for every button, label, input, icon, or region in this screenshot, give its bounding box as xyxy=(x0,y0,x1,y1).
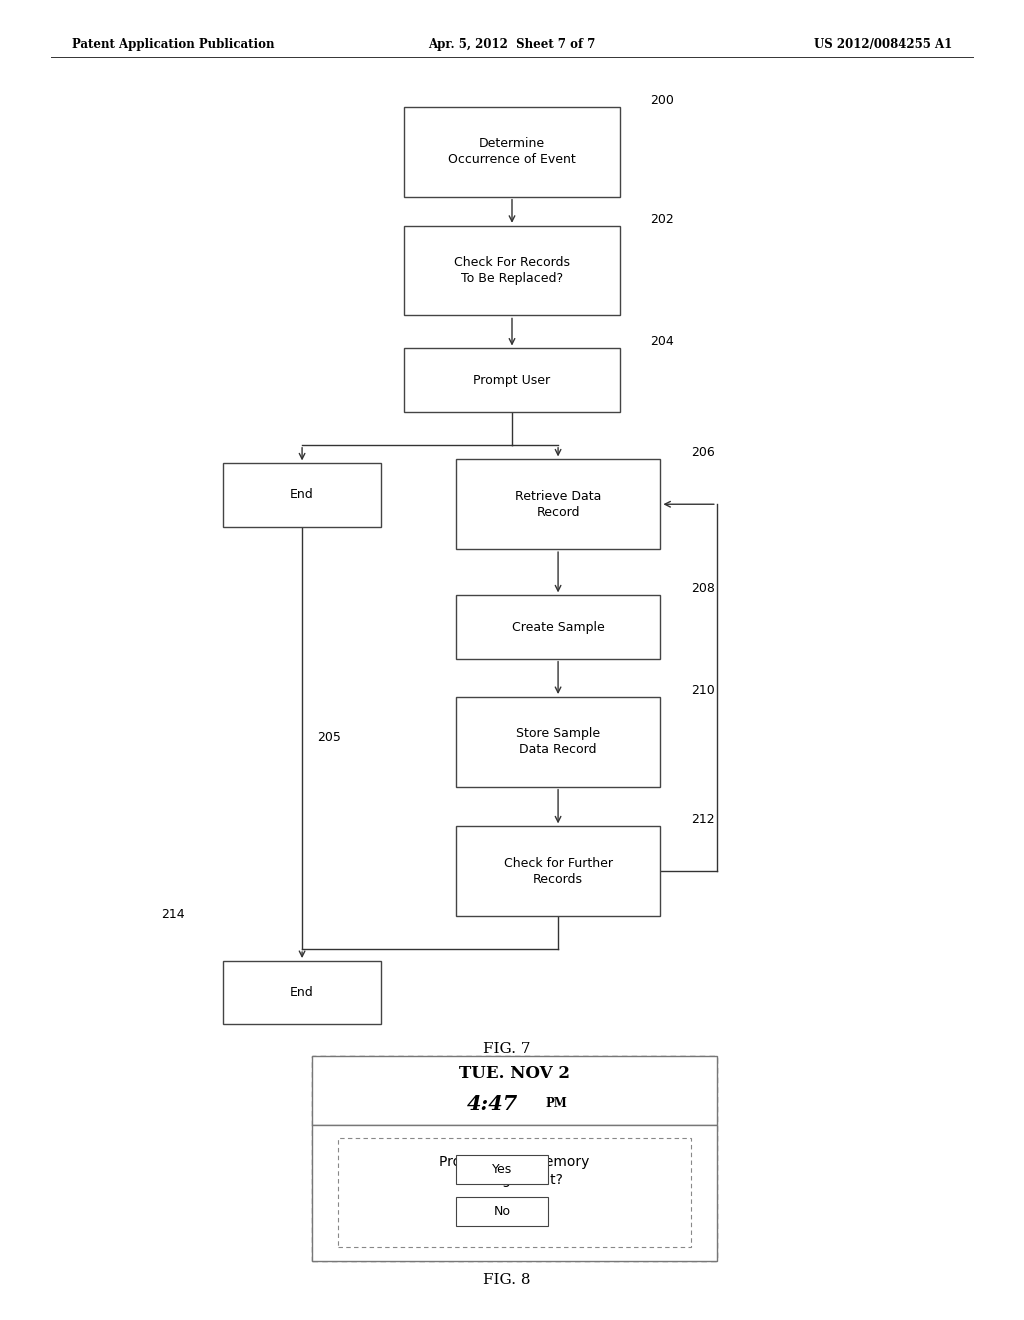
Text: Check For Records
To Be Replaced?: Check For Records To Be Replaced? xyxy=(454,256,570,285)
Bar xyxy=(222,463,381,527)
Bar xyxy=(456,826,660,916)
Text: 212: 212 xyxy=(691,813,715,826)
Bar xyxy=(312,1125,717,1261)
Text: FIG. 8: FIG. 8 xyxy=(483,1274,530,1287)
Text: Store Sample
Data Record: Store Sample Data Record xyxy=(516,727,600,756)
Bar xyxy=(456,1197,548,1226)
Text: Yes: Yes xyxy=(492,1163,512,1176)
Text: Determine
Occurrence of Event: Determine Occurrence of Event xyxy=(449,137,575,166)
Text: No: No xyxy=(494,1205,510,1218)
Text: End: End xyxy=(290,488,314,502)
Text: 205: 205 xyxy=(317,731,341,744)
Bar xyxy=(312,1056,717,1261)
Text: PM: PM xyxy=(545,1097,567,1110)
Text: End: End xyxy=(290,986,314,999)
Text: US 2012/0084255 A1: US 2012/0084255 A1 xyxy=(814,38,952,51)
Bar xyxy=(456,595,660,659)
Bar xyxy=(456,459,660,549)
Text: 202: 202 xyxy=(650,213,674,226)
Text: 206: 206 xyxy=(691,446,715,459)
Text: Retrieve Data
Record: Retrieve Data Record xyxy=(515,490,601,519)
Text: Apr. 5, 2012  Sheet 7 of 7: Apr. 5, 2012 Sheet 7 of 7 xyxy=(428,38,596,51)
Text: 208: 208 xyxy=(691,582,715,595)
Text: Patent Application Publication: Patent Application Publication xyxy=(72,38,274,51)
Text: FIG. 7: FIG. 7 xyxy=(483,1043,530,1056)
Bar xyxy=(456,697,660,787)
Text: Check for Further
Records: Check for Further Records xyxy=(504,857,612,886)
Bar xyxy=(456,1155,548,1184)
Bar xyxy=(312,1056,717,1125)
Text: 4:47: 4:47 xyxy=(466,1093,518,1114)
Text: 210: 210 xyxy=(691,684,715,697)
Text: TUE. NOV 2: TUE. NOV 2 xyxy=(459,1065,570,1081)
Text: 200: 200 xyxy=(650,94,674,107)
Text: Create Sample: Create Sample xyxy=(512,620,604,634)
Text: 214: 214 xyxy=(161,908,185,921)
Bar xyxy=(222,961,381,1024)
Text: Proceed with Memory
Management?: Proceed with Memory Management? xyxy=(439,1155,590,1187)
Bar xyxy=(338,1138,691,1247)
Bar xyxy=(404,348,620,412)
Bar xyxy=(404,107,620,197)
Text: 204: 204 xyxy=(650,335,674,348)
Bar xyxy=(404,226,620,315)
Text: Prompt User: Prompt User xyxy=(473,374,551,387)
